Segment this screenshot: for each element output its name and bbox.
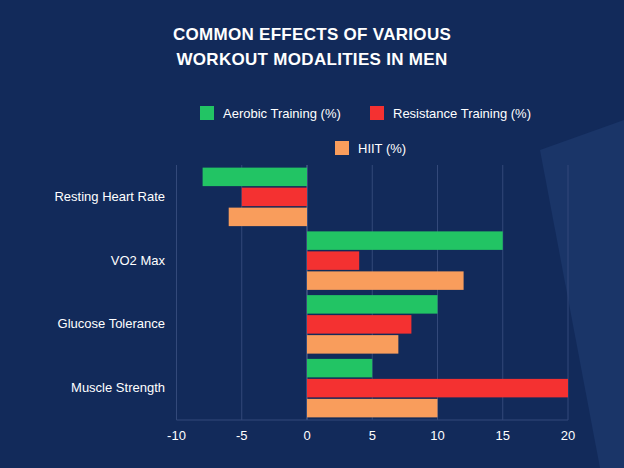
category-label: Glucose Tolerance xyxy=(58,316,165,331)
bar xyxy=(307,315,411,334)
legend-label: Resistance Training (%) xyxy=(393,106,531,121)
legend-label: Aerobic Training (%) xyxy=(223,106,341,121)
category-label: Muscle Strength xyxy=(71,380,165,395)
grid-line xyxy=(176,165,177,420)
bar xyxy=(307,231,503,250)
bar xyxy=(307,251,359,270)
bar xyxy=(229,208,307,227)
bar xyxy=(307,295,438,314)
x-tick-label: 5 xyxy=(369,428,376,443)
grid xyxy=(177,165,569,420)
bar xyxy=(242,188,307,207)
chart-root: COMMON EFFECTS OF VARIOUS WORKOUT MODALI… xyxy=(0,0,624,468)
x-tick-label: 20 xyxy=(561,428,575,443)
legend: Aerobic Training (%) Resistance Training … xyxy=(200,106,531,156)
legend-swatch xyxy=(335,141,349,155)
legend-label: HIIT (%) xyxy=(358,141,406,156)
x-tick-label: -5 xyxy=(236,428,248,443)
bar xyxy=(307,399,438,418)
x-tick-label: 0 xyxy=(303,428,310,443)
x-tick-label: -10 xyxy=(167,428,186,443)
bar xyxy=(307,335,398,354)
bar xyxy=(307,271,464,290)
bar xyxy=(203,168,307,187)
legend-swatch xyxy=(200,106,214,120)
bar xyxy=(307,359,372,378)
bar xyxy=(307,379,568,398)
chart-title: COMMON EFFECTS OF VARIOUS WORKOUT MODALI… xyxy=(152,22,472,72)
legend-swatch xyxy=(370,106,384,120)
x-tick-label: 10 xyxy=(430,428,444,443)
category-label: VO2 Max xyxy=(111,253,166,268)
x-tick-label: 15 xyxy=(496,428,510,443)
chart-svg: -10 -5 0 5 10 15 20 Resting Heart Rate VO2 Max Gl… xyxy=(0,0,624,468)
background-shape xyxy=(540,120,624,468)
bars xyxy=(203,168,568,418)
x-axis-line xyxy=(177,420,569,421)
category-label: Resting Heart Rate xyxy=(54,189,165,204)
